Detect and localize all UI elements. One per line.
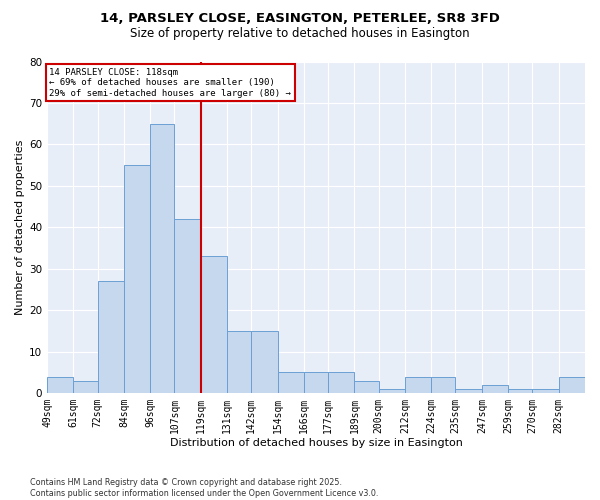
Bar [431, 376, 455, 393]
Bar [328, 372, 355, 393]
Text: 14, PARSLEY CLOSE, EASINGTON, PETERLEE, SR8 3FD: 14, PARSLEY CLOSE, EASINGTON, PETERLEE, … [100, 12, 500, 26]
Bar [405, 376, 431, 393]
Text: Size of property relative to detached houses in Easington: Size of property relative to detached ho… [130, 28, 470, 40]
X-axis label: Distribution of detached houses by size in Easington: Distribution of detached houses by size … [170, 438, 463, 448]
Bar [355, 381, 379, 393]
Text: 14 PARSLEY CLOSE: 118sqm
← 69% of detached houses are smaller (190)
29% of semi-: 14 PARSLEY CLOSE: 118sqm ← 69% of detach… [49, 68, 291, 98]
Bar [124, 165, 151, 393]
Bar [482, 385, 508, 393]
Bar [227, 331, 251, 393]
Bar [201, 256, 227, 393]
Bar [379, 389, 405, 393]
Y-axis label: Number of detached properties: Number of detached properties [15, 140, 25, 315]
Bar [559, 376, 585, 393]
Bar [532, 389, 559, 393]
Bar [151, 124, 175, 393]
Bar [98, 282, 124, 393]
Bar [251, 331, 278, 393]
Bar [455, 389, 482, 393]
Bar [47, 376, 73, 393]
Text: Contains HM Land Registry data © Crown copyright and database right 2025.
Contai: Contains HM Land Registry data © Crown c… [30, 478, 379, 498]
Bar [175, 219, 201, 393]
Bar [73, 381, 98, 393]
Bar [508, 389, 532, 393]
Bar [278, 372, 304, 393]
Bar [304, 372, 328, 393]
